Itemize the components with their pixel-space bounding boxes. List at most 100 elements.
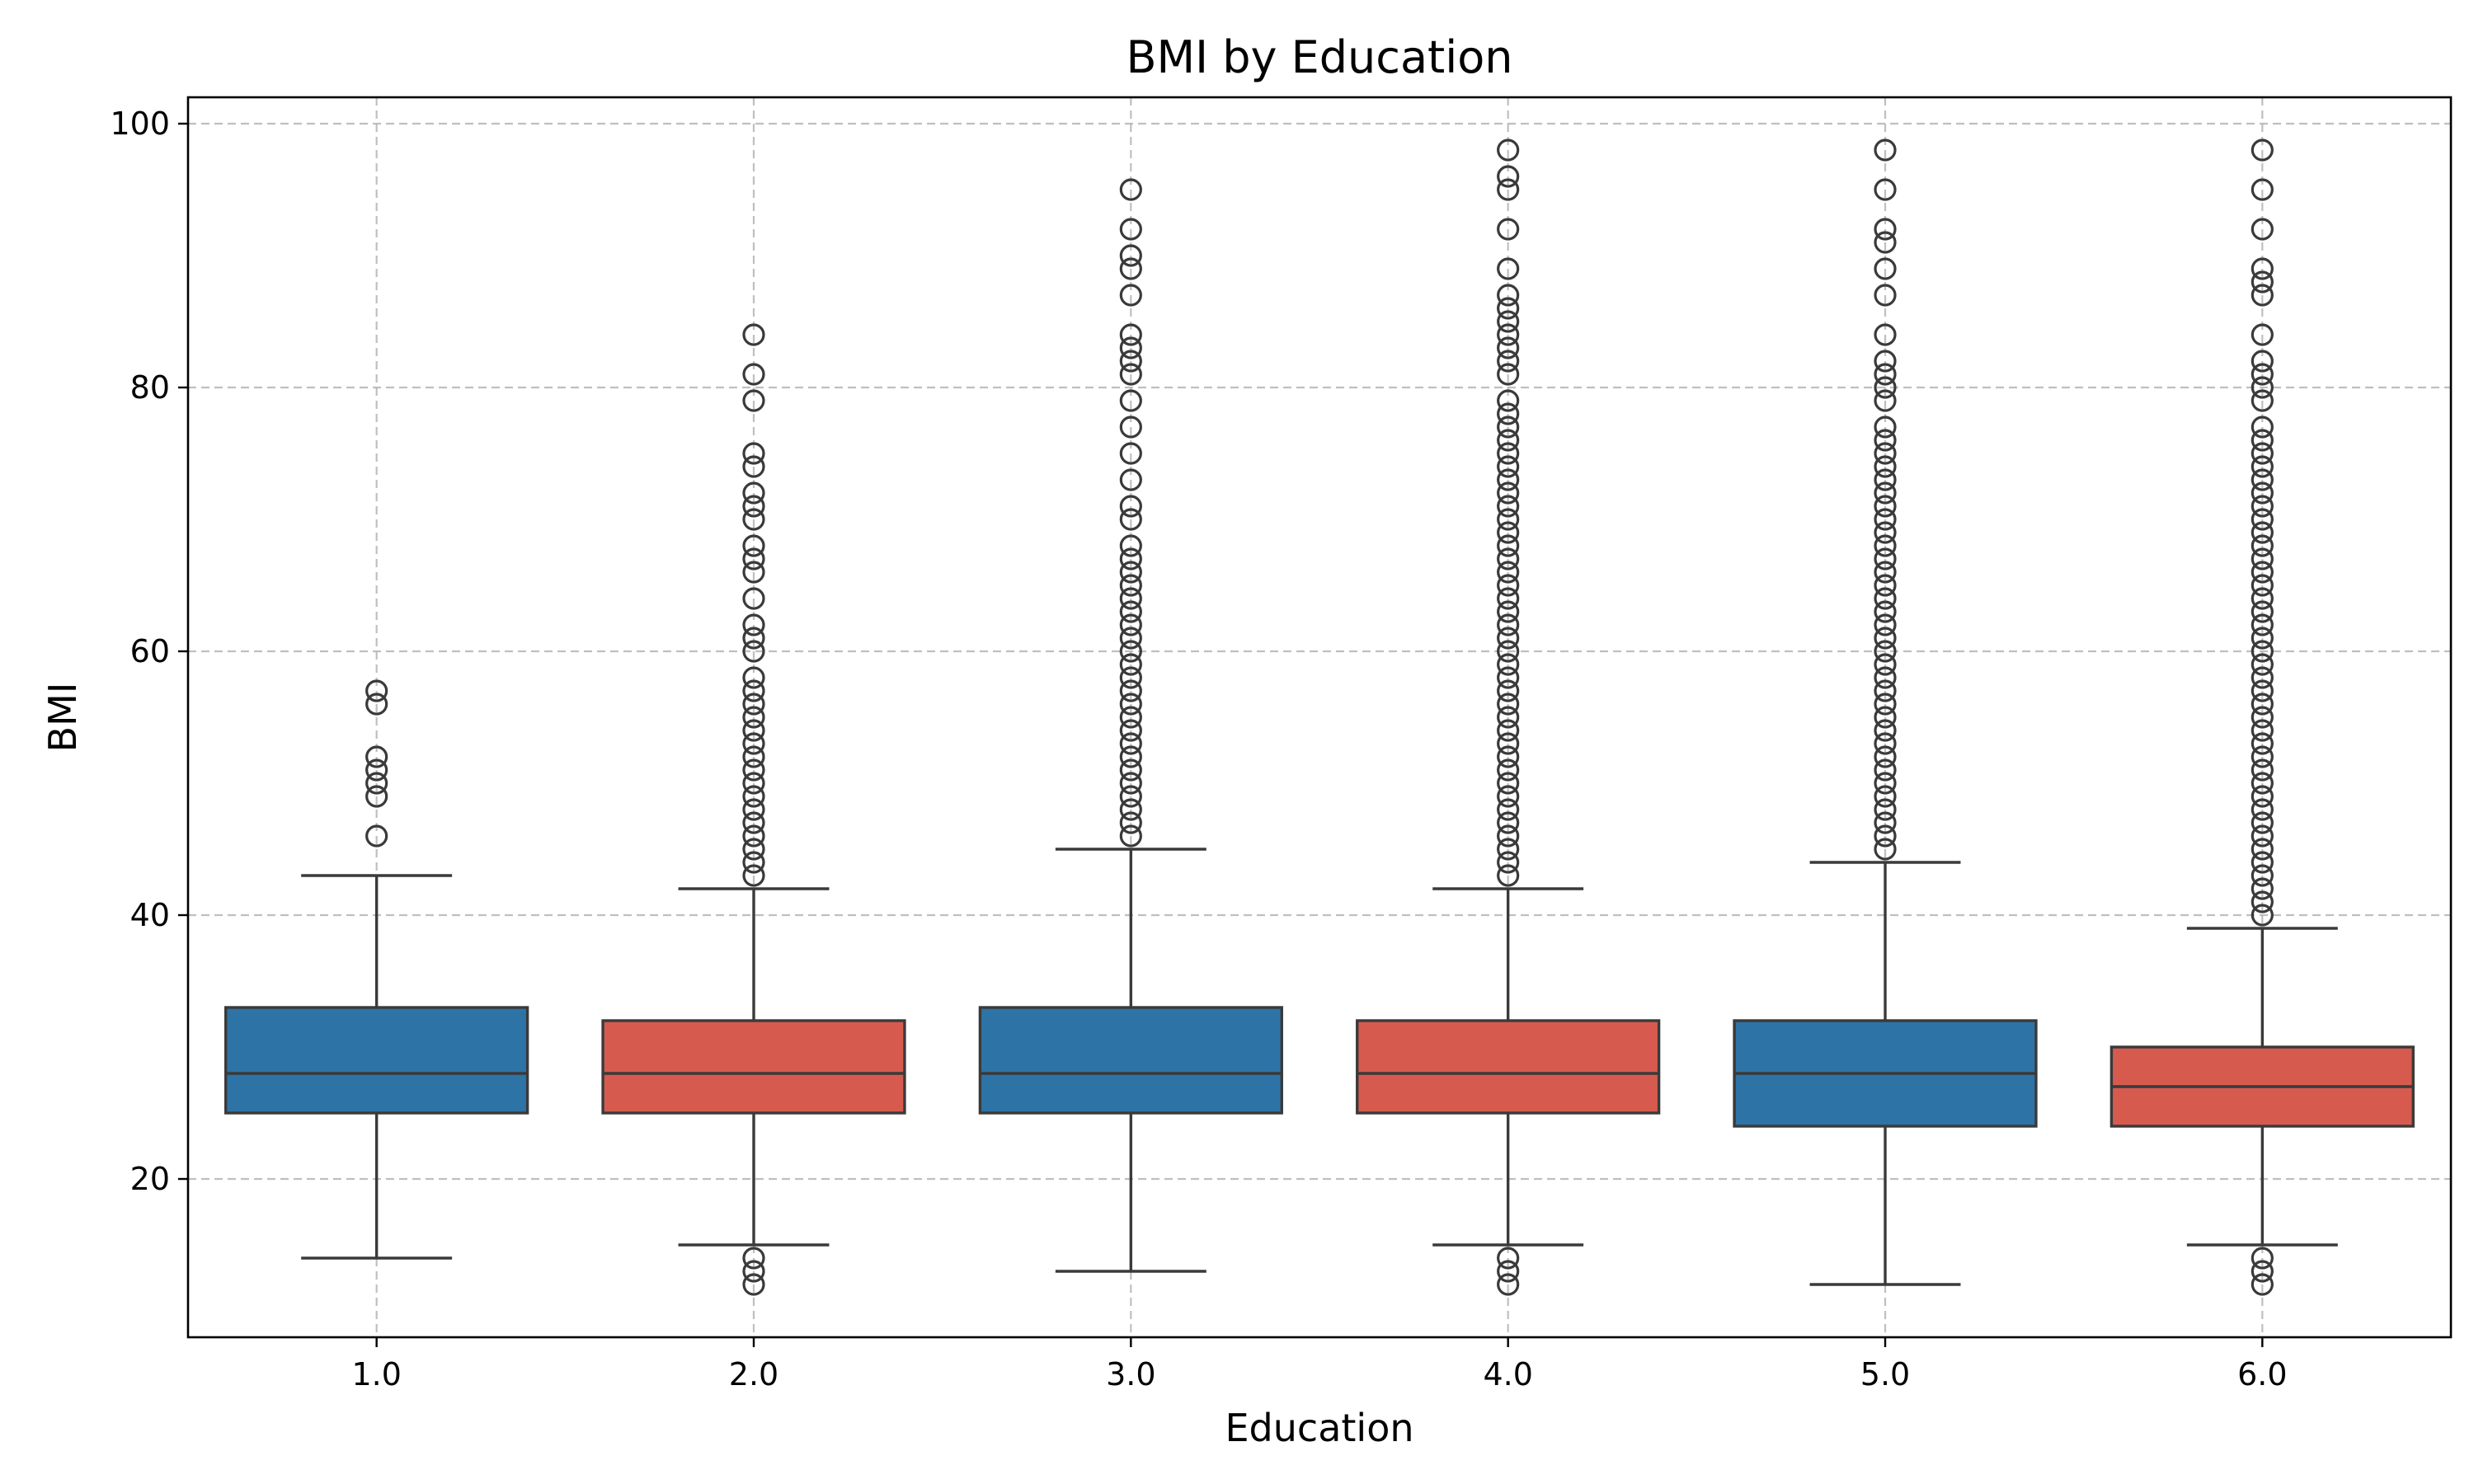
outlier-point: [1119, 706, 1142, 729]
outlier-point: [1874, 798, 1897, 821]
outlier-point: [1119, 547, 1142, 571]
outlier-point: [1497, 600, 1520, 623]
outlier-point: [1119, 284, 1142, 307]
outlier-point: [1874, 521, 1897, 544]
outlier-point: [365, 772, 388, 795]
outlier-point: [2251, 758, 2274, 782]
outlier-point: [742, 838, 765, 861]
outlier-point: [2251, 1273, 2274, 1296]
outlier-point: [2251, 389, 2274, 412]
outlier-point: [1874, 284, 1897, 307]
outlier-point: [742, 495, 765, 518]
outlier-point: [2251, 257, 2274, 280]
outlier-point: [1874, 693, 1897, 716]
outlier-point: [365, 693, 388, 716]
outlier-point: [2251, 772, 2274, 795]
outlier-point: [1497, 363, 1520, 386]
y-tick-label: 40: [130, 897, 170, 933]
outlier-point: [2251, 890, 2274, 913]
outlier-point: [2251, 864, 2274, 887]
outlier-point: [365, 824, 388, 848]
outlier-point: [1119, 561, 1142, 584]
outlier-point: [2251, 178, 2274, 201]
outlier-point: [1874, 139, 1897, 162]
outlier-point: [2251, 679, 2274, 702]
outlier-point: [2251, 218, 2274, 241]
outlier-point: [1119, 244, 1142, 267]
outlier-point: [742, 811, 765, 834]
outlier-point: [1874, 587, 1897, 610]
outlier-point: [2251, 600, 2274, 623]
outlier-point: [742, 679, 765, 702]
outlier-point: [742, 666, 765, 689]
outlier-point: [2251, 521, 2274, 544]
outlier-point: [1497, 561, 1520, 584]
outlier-point: [1119, 495, 1142, 518]
outlier-point: [1119, 600, 1142, 623]
outlier-point: [2251, 270, 2274, 294]
outlier-point: [742, 1273, 765, 1296]
outlier-point: [2251, 508, 2274, 531]
y-tick-label: 80: [130, 369, 170, 406]
outlier-point: [1497, 323, 1520, 346]
outlier-point: [1497, 574, 1520, 597]
box-group: [1356, 139, 1661, 1296]
outlier-point: [1119, 719, 1142, 742]
outlier-point: [742, 732, 765, 755]
outlier-point: [1874, 455, 1897, 478]
outlier-point: [1874, 495, 1897, 518]
outlier-point: [742, 481, 765, 505]
iqr-box: [601, 1019, 906, 1115]
outlier-point: [365, 785, 388, 808]
outlier-point: [1874, 350, 1897, 373]
outlier-point: [2251, 851, 2274, 874]
outlier-point: [1119, 323, 1142, 346]
outlier-point: [2251, 640, 2274, 663]
outlier-point: [1874, 561, 1897, 584]
outlier-point: [1874, 416, 1897, 439]
outlier-point: [1497, 732, 1520, 755]
y-tick-label: 100: [110, 106, 170, 142]
outlier-point: [742, 758, 765, 782]
outlier-point: [2251, 323, 2274, 346]
outlier-point: [1497, 1260, 1520, 1283]
outlier-point: [1874, 323, 1897, 346]
outlier-point: [2251, 534, 2274, 557]
outlier-point: [742, 772, 765, 795]
outlier-point: [1119, 640, 1142, 663]
outlier-point: [2251, 1247, 2274, 1270]
outlier-point: [1497, 1247, 1520, 1270]
outlier-point: [2251, 838, 2274, 861]
outlier-point: [1874, 508, 1897, 531]
outlier-point: [1874, 442, 1897, 465]
outlier-point: [1874, 732, 1897, 755]
outlier-point: [1497, 851, 1520, 874]
outlier-point: [1497, 218, 1520, 241]
outlier-point: [1119, 653, 1142, 676]
outlier-point: [1874, 627, 1897, 650]
outlier-point: [2251, 284, 2274, 307]
outlier-point: [2251, 442, 2274, 465]
iqr-box: [978, 1006, 1283, 1115]
outlier-point: [2251, 745, 2274, 768]
outlier-point: [2251, 1260, 2274, 1283]
outlier-point: [2251, 666, 2274, 689]
outlier-point: [2251, 613, 2274, 636]
outlier-point: [1497, 508, 1520, 531]
outlier-point: [1497, 745, 1520, 768]
outlier-point: [1119, 178, 1142, 201]
outlier-point: [1119, 666, 1142, 689]
outlier-point: [742, 587, 765, 610]
outlier-point: [1119, 785, 1142, 808]
outlier-point: [742, 706, 765, 729]
outlier-point: [2251, 468, 2274, 491]
y-tick-label: 20: [130, 1161, 170, 1197]
outlier-point: [1497, 481, 1520, 505]
outlier-point: [742, 389, 765, 412]
outlier-point: [742, 693, 765, 716]
outlier-point: [2251, 653, 2274, 676]
outlier-point: [2251, 574, 2274, 597]
outlier-point: [2251, 824, 2274, 848]
outlier-point: [1874, 547, 1897, 571]
outlier-point: [1874, 758, 1897, 782]
